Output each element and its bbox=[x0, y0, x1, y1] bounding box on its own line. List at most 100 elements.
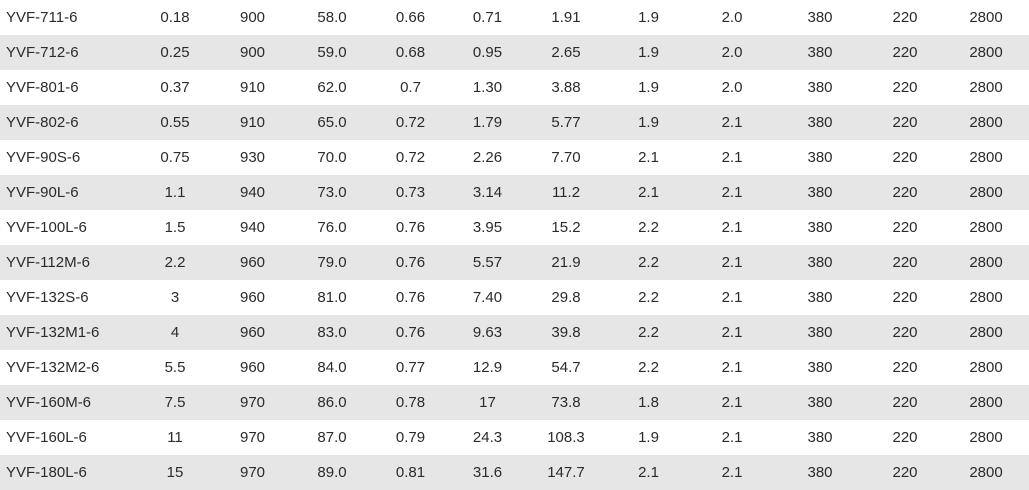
value-cell: 2.2 bbox=[638, 219, 659, 236]
value-cell: 1.5 bbox=[164, 219, 186, 236]
value-cell: 380 bbox=[807, 464, 833, 481]
value-cell: 4 bbox=[170, 324, 180, 341]
table-row: YVF-160M-6 7.5 970 86.0 0.78 17 73.8 1.8 2.1 380 2… bbox=[0, 385, 1029, 420]
value-cell: 1.9 bbox=[638, 9, 659, 26]
value-cell: 2.1 bbox=[721, 184, 743, 201]
value-cell: 1.8 bbox=[638, 394, 659, 411]
value-cell: 3 bbox=[170, 289, 180, 306]
model-cell: YVF-712-6 bbox=[6, 44, 79, 61]
value-cell: 12.9 bbox=[472, 359, 503, 376]
value-cell: 380 bbox=[807, 359, 833, 376]
value-cell: 70.0 bbox=[317, 149, 347, 166]
value-cell: 960 bbox=[239, 359, 266, 376]
value-cell: 220 bbox=[892, 254, 918, 271]
model-cell: YVF-90S-6 bbox=[6, 149, 81, 166]
value-cell: 2.1 bbox=[721, 359, 743, 376]
value-cell: 1.1 bbox=[164, 184, 186, 201]
value-cell: 11 bbox=[167, 429, 183, 446]
table-row: YVF-90S-6 0.75 930 70.0 0.72 2.26 7.70 2.1 2.1 38… bbox=[0, 140, 1029, 175]
value-cell: 3.14 bbox=[472, 184, 503, 201]
value-cell: 0.76 bbox=[395, 254, 426, 271]
value-cell: 910 bbox=[239, 79, 266, 96]
value-cell: 2800 bbox=[969, 254, 1003, 271]
value-cell: 108.3 bbox=[547, 429, 585, 446]
table-row: YVF-132M2-6 5.5 960 84.0 0.77 12.9 54.7 2.2 2.1 3… bbox=[0, 350, 1029, 385]
value-cell: 960 bbox=[239, 289, 266, 306]
value-cell: 380 bbox=[807, 79, 833, 96]
value-cell: 58.0 bbox=[317, 9, 347, 26]
value-cell: 220 bbox=[892, 429, 918, 446]
value-cell: 940 bbox=[239, 184, 266, 201]
value-cell: 2.1 bbox=[721, 429, 743, 446]
value-cell: 380 bbox=[807, 254, 833, 271]
value-cell: 220 bbox=[892, 324, 918, 341]
value-cell: 31.6 bbox=[472, 464, 503, 481]
value-cell: 0.76 bbox=[395, 219, 426, 236]
value-cell: 7.70 bbox=[551, 149, 581, 166]
value-cell: 2800 bbox=[969, 394, 1003, 411]
value-cell: 2800 bbox=[969, 149, 1003, 166]
value-cell: 930 bbox=[239, 149, 266, 166]
value-cell: 2.1 bbox=[721, 289, 743, 306]
model-cell: YVF-100L-6 bbox=[6, 219, 87, 236]
value-cell: 2800 bbox=[969, 429, 1003, 446]
table-row: YVF-712-6 0.25 900 59.0 0.68 0.95 2.65 1.9 2.0 38… bbox=[0, 35, 1029, 70]
table-row: YVF-801-6 0.37 910 62.0 0.7 1.30 3.88 1.9 2.0 380… bbox=[0, 70, 1029, 105]
value-cell: 0.72 bbox=[395, 114, 426, 131]
value-cell: 2800 bbox=[969, 184, 1003, 201]
value-cell: 5.57 bbox=[472, 254, 503, 271]
value-cell: 1.9 bbox=[638, 429, 659, 446]
value-cell: 2800 bbox=[969, 359, 1003, 376]
value-cell: 3.95 bbox=[472, 219, 503, 236]
value-cell: 380 bbox=[807, 9, 833, 26]
value-cell: 1.9 bbox=[638, 114, 659, 131]
value-cell: 76.0 bbox=[317, 219, 347, 236]
value-cell: 2.1 bbox=[721, 149, 743, 166]
value-cell: 1.9 bbox=[638, 44, 659, 61]
value-cell: 0.68 bbox=[395, 44, 426, 61]
value-cell: 2.1 bbox=[721, 254, 743, 271]
value-cell: 0.75 bbox=[160, 149, 190, 166]
table-row: YVF-711-6 0.18 900 58.0 0.66 0.71 1.91 1.9 2.0 38… bbox=[0, 0, 1029, 35]
value-cell: 0.25 bbox=[160, 44, 190, 61]
value-cell: 1.91 bbox=[551, 9, 581, 26]
value-cell: 84.0 bbox=[317, 359, 347, 376]
value-cell: 380 bbox=[807, 114, 833, 131]
value-cell: 2800 bbox=[969, 9, 1003, 26]
value-cell: 29.8 bbox=[551, 289, 581, 306]
model-cell: YVF-802-6 bbox=[6, 114, 79, 131]
value-cell: 2.1 bbox=[721, 114, 743, 131]
value-cell: 2800 bbox=[969, 44, 1003, 61]
value-cell: 2.2 bbox=[638, 289, 659, 306]
value-cell: 910 bbox=[239, 114, 266, 131]
value-cell: 940 bbox=[239, 219, 266, 236]
value-cell: 2.2 bbox=[638, 324, 659, 341]
table-row: YVF-100L-6 1.5 940 76.0 0.76 3.95 15.2 2.2 2.1 38… bbox=[0, 210, 1029, 245]
value-cell: 220 bbox=[892, 184, 918, 201]
model-cell: YVF-160L-6 bbox=[6, 429, 87, 446]
value-cell: 2.1 bbox=[721, 219, 743, 236]
value-cell: 15 bbox=[166, 464, 184, 481]
model-cell: YVF-180L-6 bbox=[6, 464, 87, 481]
value-cell: 380 bbox=[807, 289, 833, 306]
value-cell: 2.1 bbox=[721, 394, 743, 411]
table-row: YVF-160L-6 11 970 87.0 0.79 24.3 108.3 1.9 2.1 38… bbox=[0, 420, 1029, 455]
value-cell: 220 bbox=[892, 464, 918, 481]
model-cell: YVF-90L-6 bbox=[6, 184, 79, 201]
value-cell: 2.1 bbox=[721, 324, 743, 341]
value-cell: 380 bbox=[807, 149, 833, 166]
value-cell: 2.0 bbox=[721, 9, 743, 26]
value-cell: 2.1 bbox=[721, 464, 743, 481]
value-cell: 0.55 bbox=[160, 114, 190, 131]
value-cell: 39.8 bbox=[551, 324, 581, 341]
value-cell: 1.9 bbox=[638, 79, 659, 96]
value-cell: 2800 bbox=[969, 324, 1003, 341]
table-row: YVF-112M-6 2.2 960 79.0 0.76 5.57 21.9 2.2 2.1 38… bbox=[0, 245, 1029, 280]
value-cell: 900 bbox=[239, 9, 266, 26]
value-cell: 220 bbox=[892, 149, 918, 166]
table-row: YVF-802-6 0.55 910 65.0 0.72 1.79 5.77 1.9 2.1 38… bbox=[0, 105, 1029, 140]
model-cell: YVF-112M-6 bbox=[6, 254, 90, 271]
value-cell: 2800 bbox=[969, 79, 1003, 96]
value-cell: 0.95 bbox=[472, 44, 503, 61]
value-cell: 59.0 bbox=[317, 44, 347, 61]
